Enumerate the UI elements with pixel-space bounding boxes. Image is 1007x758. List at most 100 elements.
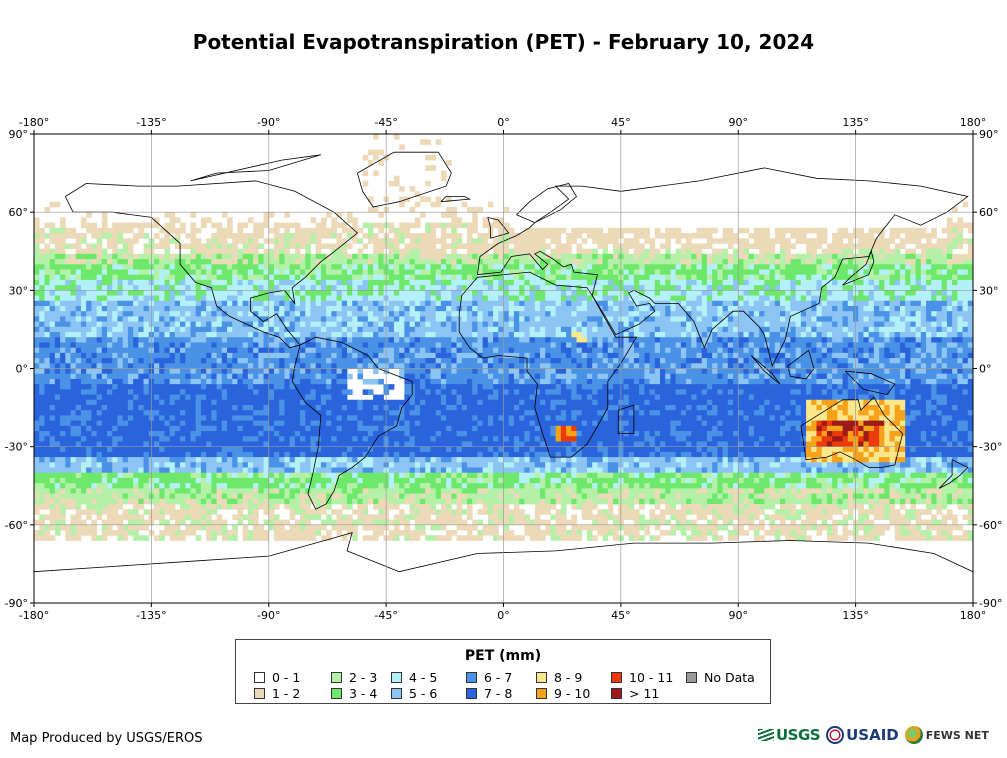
credit-text: Map Produced by USGS/EROS: [10, 731, 203, 746]
lon-label-top: -45°: [374, 116, 397, 129]
coastline-new-zealand: [938, 459, 969, 489]
legend-label: 0 - 1: [272, 670, 301, 685]
legend-item: 0 - 1: [254, 670, 300, 685]
coastline-arctic-islands: [190, 154, 322, 182]
legend-label: 2 - 3: [349, 670, 378, 685]
legend-label: 5 - 6: [409, 686, 438, 701]
legend-label: > 11: [629, 686, 660, 701]
legend-label: 1 - 2: [272, 686, 301, 701]
legend-item: 3 - 4: [331, 686, 377, 701]
coastline-antarctica: [33, 532, 974, 573]
legend-item: No Data: [686, 670, 755, 685]
partner-logos: USGS USAID FEWS NET: [758, 726, 989, 744]
coastline-new-guinea: [844, 370, 896, 396]
lat-label-right: -30°: [979, 441, 1002, 454]
lon-label-top: 45°: [611, 116, 631, 129]
legend-swatch: [331, 688, 342, 699]
lon-label-bottom: -135°: [136, 609, 166, 622]
legend-swatch: [391, 672, 402, 683]
lat-label-right: -60°: [979, 519, 1002, 532]
coastline-north-america: [64, 180, 359, 349]
legend-item: > 11: [611, 686, 659, 701]
legend-swatch: [536, 672, 547, 683]
lat-label-right: -90°: [979, 597, 1002, 610]
graticule: [34, 134, 973, 603]
legend-label: 6 - 7: [484, 670, 513, 685]
coastline-africa: [458, 271, 638, 458]
legend-label: 9 - 10: [554, 686, 591, 701]
lon-label-top: -180°: [19, 116, 49, 129]
coastlines: [33, 151, 974, 573]
map-title: Potential Evapotranspiration (PET) - Feb…: [192, 30, 815, 54]
legend-swatch: [254, 688, 265, 699]
lon-label-top: -135°: [136, 116, 166, 129]
lon-label-top: 135°: [842, 116, 869, 129]
legend-item: 6 - 7: [466, 670, 512, 685]
coastline-uk: [487, 216, 510, 239]
legend-swatch: [536, 688, 547, 699]
coastline-iceland: [440, 196, 472, 203]
legend-label: 3 - 4: [349, 686, 378, 701]
legend-item: 4 - 5: [391, 670, 437, 685]
coastline-japan: [842, 250, 875, 286]
usgs-logo: USGS: [758, 726, 821, 744]
legend-swatch: [686, 672, 697, 683]
lon-label-top: -90°: [257, 116, 280, 129]
lat-label-left: 60°: [9, 206, 29, 219]
lon-label-top: 180°: [960, 116, 987, 129]
lat-label-right: 90°: [979, 128, 999, 141]
lat-label-right: 30°: [979, 284, 999, 297]
lat-label-left: -60°: [5, 519, 28, 532]
legend-swatch: [331, 672, 342, 683]
lat-label-left: -30°: [5, 441, 28, 454]
legend-label: 7 - 8: [484, 686, 513, 701]
coastline-indonesia-sumatra: [750, 355, 781, 385]
lon-label-bottom: 135°: [842, 609, 869, 622]
coastline-greenland: [357, 151, 452, 208]
usaid-logo: USAID: [826, 726, 899, 744]
legend-swatch: [611, 672, 622, 683]
legend-title: PET (mm): [464, 648, 542, 664]
lon-label-bottom: -45°: [374, 609, 397, 622]
fews-net-logo: FEWS NET: [904, 726, 989, 744]
lat-label-left: -90°: [5, 597, 28, 610]
lat-label-left: 30°: [9, 284, 29, 297]
legend-label: 8 - 9: [554, 670, 583, 685]
lon-label-bottom: 45°: [611, 609, 631, 622]
coastline-borneo: [787, 349, 815, 380]
legend-item: 2 - 3: [331, 670, 377, 685]
legend-swatch: [466, 672, 477, 683]
lon-label-bottom: -90°: [257, 609, 280, 622]
legend-swatch: [391, 688, 402, 699]
legend-label: No Data: [704, 670, 755, 685]
pet-raster: [34, 134, 974, 541]
lat-label-right: 60°: [979, 206, 999, 219]
legend-item: 5 - 6: [391, 686, 437, 701]
coastline-eurasia: [477, 167, 969, 368]
legend-swatch: [611, 688, 622, 699]
coastline-scandinavia: [516, 183, 578, 224]
lon-label-bottom: 0°: [497, 609, 510, 622]
legend-swatch: [254, 672, 265, 683]
lat-label-right: 0°: [979, 363, 992, 376]
lat-label-left: 90°: [9, 128, 29, 141]
lat-label-left: 0°: [16, 363, 29, 376]
coastline-australia: [800, 396, 904, 468]
coastline-madagascar: [617, 404, 635, 435]
lon-label-top: 90°: [729, 116, 749, 129]
legend-item: 8 - 9: [536, 670, 582, 685]
pet-world-map: -180° -180° -135° -135° -90° -90° -45° -45° 0° 0°…: [5, 116, 1003, 622]
legend-item: 7 - 8: [466, 686, 512, 701]
legend-label: 4 - 5: [409, 670, 438, 685]
legend-item: 1 - 2: [254, 686, 300, 701]
legend-item: 10 - 11: [611, 670, 673, 685]
lon-label-bottom: 180°: [960, 609, 987, 622]
lon-label-top: 0°: [497, 116, 510, 129]
legend-swatch: [466, 688, 477, 699]
coastline-south-america: [291, 336, 413, 510]
lon-label-bottom: -180°: [19, 609, 49, 622]
lon-label-bottom: 90°: [729, 609, 749, 622]
legend-label: 10 - 11: [629, 670, 674, 685]
legend-item: 9 - 10: [536, 686, 590, 701]
